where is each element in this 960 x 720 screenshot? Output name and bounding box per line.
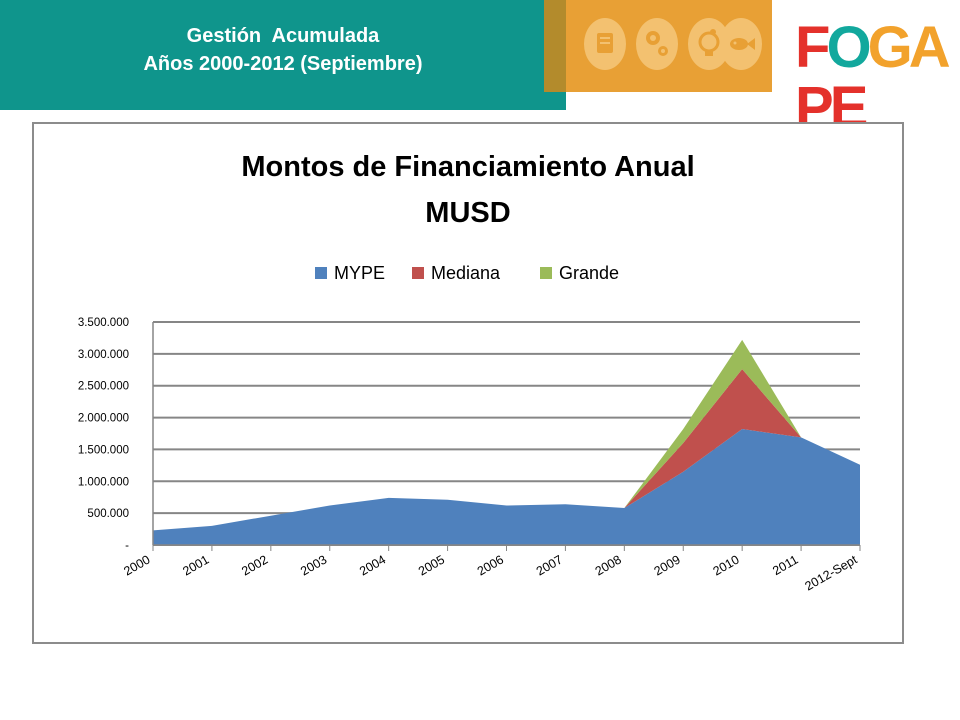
- header-title: Gestión Acumulada Años 2000-2012 (Septie…: [0, 22, 566, 78]
- x-tick-label: 2002: [239, 552, 270, 578]
- icon-strip-accent: [544, 0, 566, 92]
- icon-strip: [544, 0, 772, 92]
- chart-legend: MYPE Mediana Grande: [315, 263, 619, 283]
- legend-label: MYPE: [334, 263, 385, 283]
- y-tick-label: 3.500.000: [78, 317, 129, 329]
- fogape-logo: FOGAPE: [795, 15, 960, 138]
- legend-swatch: [412, 267, 424, 279]
- y-tick-label: 1.500.000: [78, 444, 129, 456]
- chart-frame: Montos de Financiamiento Anual MUSD MYPE…: [32, 122, 904, 644]
- x-tick-label: 2008: [593, 552, 624, 578]
- header-title-line2: Años 2000-2012 (Septiembre): [143, 53, 423, 75]
- legend-swatch: [315, 267, 327, 279]
- logo-letter: G: [867, 15, 913, 80]
- x-tick-label: 2001: [180, 552, 211, 578]
- logo-letter: A: [908, 15, 951, 80]
- area-chart: Montos de Financiamiento Anual MUSD MYPE…: [78, 151, 861, 593]
- x-tick-label: 2000: [121, 552, 152, 578]
- y-tick-label: 2.500.000: [78, 381, 129, 393]
- x-tick-label: 2009: [652, 552, 683, 578]
- x-tick-label: 2004: [357, 552, 388, 578]
- legend-label: Mediana: [431, 263, 501, 283]
- y-tick-label: -: [125, 540, 129, 552]
- legend-label: Grande: [559, 263, 619, 283]
- y-tick-label: 3.000.000: [78, 349, 129, 361]
- chart-areas: [153, 339, 860, 545]
- logo-letter: F: [795, 15, 830, 80]
- logo-letter: O: [826, 15, 871, 80]
- header-title-line1: Gestión Acumulada: [186, 25, 380, 47]
- gears-icon: [636, 18, 678, 70]
- x-tick-label: 2010: [711, 552, 742, 578]
- x-tick-label: 2007: [534, 552, 565, 578]
- chart-title-line2: MUSD: [425, 197, 510, 229]
- x-tick-label: 2011: [770, 552, 800, 578]
- x-tick-label: 2006: [475, 552, 506, 578]
- x-tick-label: 2005: [416, 552, 447, 578]
- fish-icon: [720, 18, 762, 70]
- document-icon: [584, 18, 626, 70]
- x-tick-label: 2003: [298, 552, 329, 578]
- bulb-icon: [688, 18, 730, 70]
- y-tick-label: 1.000.000: [78, 476, 129, 488]
- legend-swatch: [540, 267, 552, 279]
- chart-title-line1: Montos de Financiamiento Anual: [241, 151, 694, 183]
- area-mype: [153, 429, 860, 545]
- y-tick-label: 500.000: [87, 508, 129, 520]
- y-tick-label: 2.000.000: [78, 413, 129, 425]
- x-tick-label: 2012-Sept: [803, 552, 860, 593]
- chart-grid: - 500.000 1.000.000 1.500.000 2.000.000 2.500…: [78, 317, 860, 552]
- header-band: [0, 0, 566, 110]
